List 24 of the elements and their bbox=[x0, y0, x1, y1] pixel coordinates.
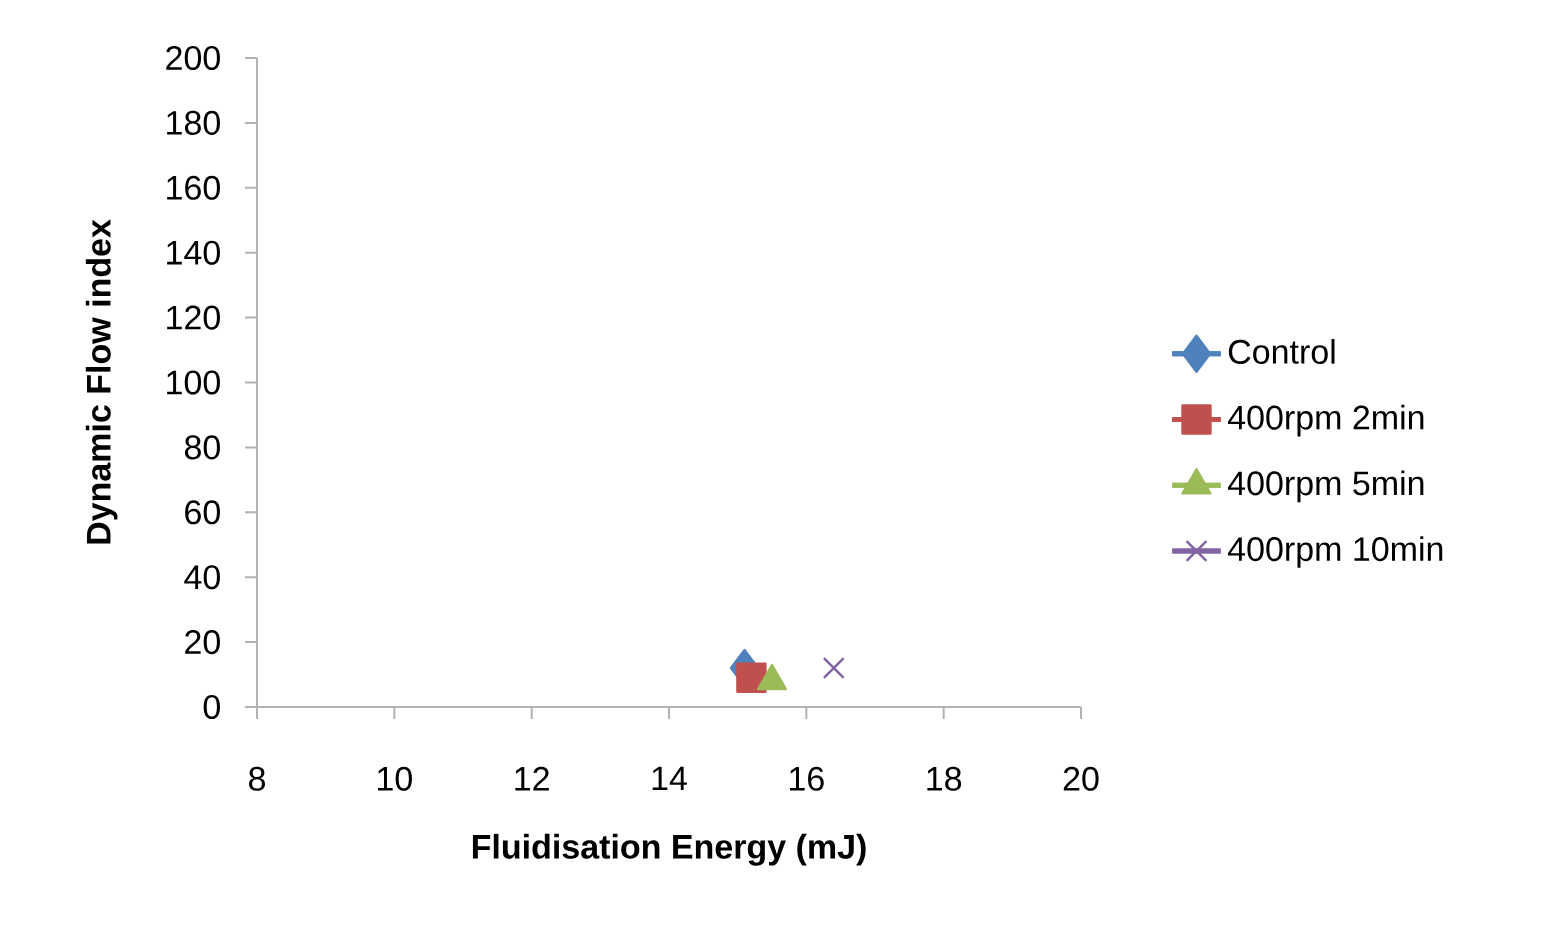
x-tick-label: 10 bbox=[378, 766, 412, 791]
legend-label: Control bbox=[1228, 338, 1335, 364]
y-tick-label: 40 bbox=[184, 565, 220, 590]
x-tick-label: 18 bbox=[927, 766, 962, 791]
x-axis-title: Fluidisation Energy (mJ) bbox=[472, 833, 866, 866]
x-tick-label: 20 bbox=[1063, 766, 1099, 791]
x-tick-label: 16 bbox=[790, 766, 824, 791]
x-tick-label: 14 bbox=[652, 766, 687, 791]
y-tick-label: 80 bbox=[184, 435, 220, 460]
legend-label: 400rpm 5min bbox=[1227, 470, 1424, 503]
legend-label: 400rpm 10min bbox=[1227, 536, 1443, 568]
y-tick-label: 100 bbox=[167, 370, 220, 395]
legend-label: 400rpm 2min bbox=[1227, 404, 1424, 437]
y-tick-label: 0 bbox=[203, 694, 220, 720]
y-tick-label: 160 bbox=[167, 175, 220, 200]
y-tick-label: 20 bbox=[185, 630, 220, 655]
y-axis-title: Dynamic Flow index bbox=[85, 219, 118, 544]
y-tick-label: 120 bbox=[167, 305, 220, 330]
y-tick-label: 140 bbox=[167, 240, 220, 265]
y-tick-label: 200 bbox=[166, 45, 220, 71]
x-tick-label: 8 bbox=[249, 766, 265, 791]
y-tick-label: 180 bbox=[167, 110, 220, 135]
x-tick-label: 12 bbox=[515, 766, 549, 791]
y-tick-label: 60 bbox=[185, 500, 220, 525]
